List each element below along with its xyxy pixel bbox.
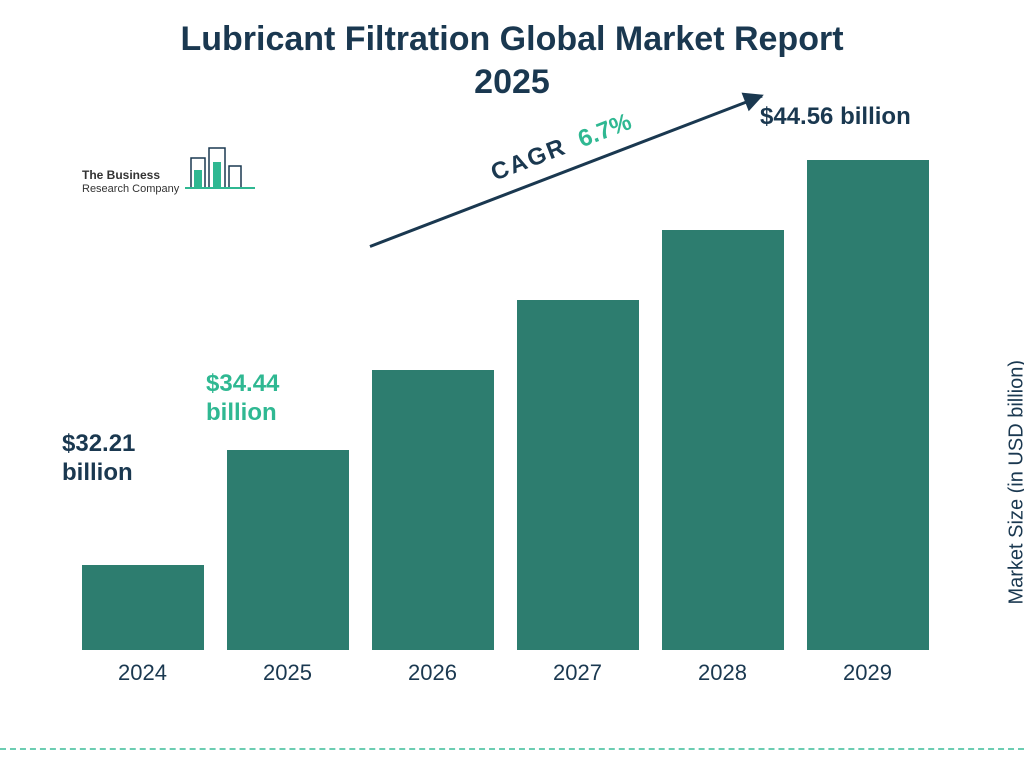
bar-slot-2025: 2025 — [227, 450, 349, 650]
xtick-2029: 2029 — [807, 660, 929, 686]
xtick-2028: 2028 — [662, 660, 784, 686]
bars-container: 2024 2025 2026 2027 2028 2029 — [70, 140, 940, 650]
value-label-2025-l2: billion — [206, 399, 277, 426]
title-line-1: Lubricant Filtration Global Market Repor… — [180, 20, 843, 58]
value-label-2024-l2: billion — [62, 459, 133, 486]
value-label-2024: $32.21 billion — [62, 430, 135, 488]
value-label-2029-l1: $44.56 billion — [760, 103, 911, 130]
y-axis-label: Market Size (in USD billion) — [1006, 360, 1024, 605]
bottom-dashed-divider — [0, 748, 1024, 750]
bar-2028 — [662, 230, 784, 650]
value-label-2029: $44.56 billion — [760, 103, 911, 132]
title-line-2: 2025 — [474, 63, 550, 101]
bar-2026 — [372, 370, 494, 650]
bar-slot-2024: 2024 — [82, 565, 204, 650]
value-label-2024-l1: $32.21 — [62, 430, 135, 457]
chart-title: Lubricant Filtration Global Market Repor… — [0, 0, 1024, 103]
xtick-2026: 2026 — [372, 660, 494, 686]
bar-slot-2029: 2029 — [807, 160, 929, 650]
value-label-2025-l1: $34.44 — [206, 370, 279, 397]
xtick-2027: 2027 — [517, 660, 639, 686]
bar-slot-2028: 2028 — [662, 230, 784, 650]
bar-slot-2026: 2026 — [372, 370, 494, 650]
bar-2027 — [517, 300, 639, 650]
bar-chart: 2024 2025 2026 2027 2028 2029 — [70, 130, 940, 690]
value-label-2025: $34.44 billion — [206, 370, 279, 428]
xtick-2025: 2025 — [227, 660, 349, 686]
bar-2024 — [82, 565, 204, 650]
bar-2025 — [227, 450, 349, 650]
bar-slot-2027: 2027 — [517, 300, 639, 650]
xtick-2024: 2024 — [82, 660, 204, 686]
bar-2029 — [807, 160, 929, 650]
